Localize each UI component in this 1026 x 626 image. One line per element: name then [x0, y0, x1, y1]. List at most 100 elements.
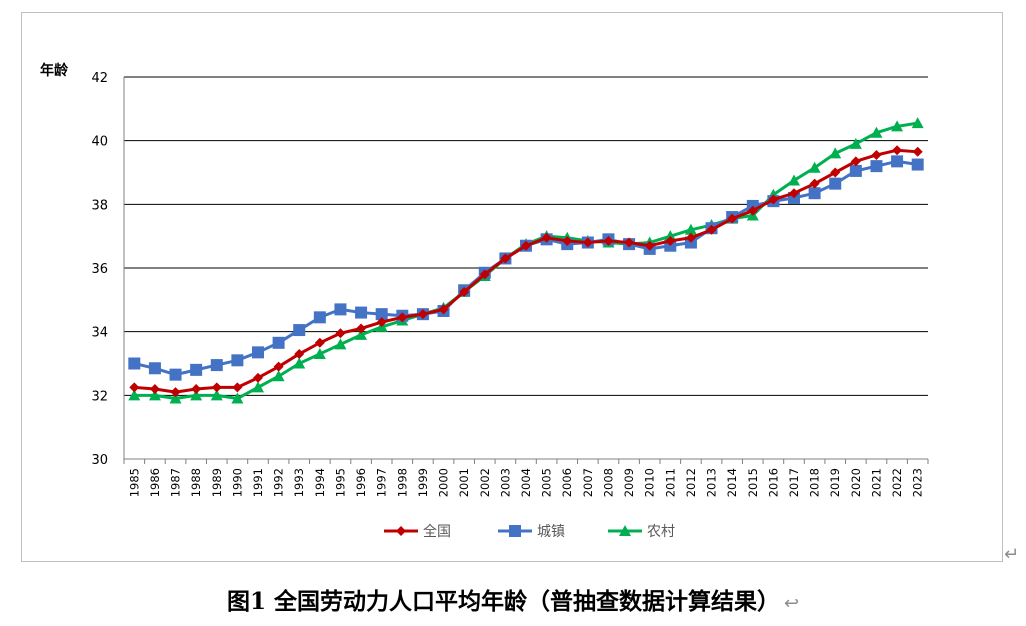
data-point [562, 235, 573, 246]
data-point [479, 269, 490, 280]
x-tick-label: 1993 [292, 468, 306, 497]
x-tick-label: 1990 [230, 468, 244, 497]
data-point [849, 164, 862, 177]
x-tick-label: 1999 [416, 468, 430, 497]
x-tick-label: 1996 [354, 468, 368, 497]
y-tick-label: 30 [91, 453, 108, 468]
data-point [148, 389, 161, 401]
data-point [808, 161, 821, 173]
x-tick-label: 2019 [828, 468, 842, 497]
data-point [397, 312, 408, 323]
data-point [808, 187, 821, 200]
data-point [128, 357, 141, 370]
caption-text: 图1 全国劳动力人口平均年龄（普抽查数据计算结果） [226, 588, 780, 615]
y-tick-label: 36 [91, 262, 108, 277]
x-tick-label: 2013 [705, 468, 719, 497]
data-point [294, 348, 305, 359]
data-point [190, 389, 203, 401]
data-point [664, 230, 677, 242]
data-point [624, 237, 635, 248]
data-point [830, 167, 841, 178]
x-tick-label: 2009 [622, 468, 636, 497]
figure-caption: 图1 全国劳动力人口平均年龄（普抽查数据计算结果） ↩ [0, 582, 1026, 616]
data-point [438, 304, 449, 315]
y-tick-labels: 30 32 34 36 38 40 42 [91, 71, 108, 468]
data-point [891, 120, 904, 132]
data-point [891, 155, 904, 168]
x-tick-label: 2023 [911, 468, 925, 497]
data-point [272, 336, 285, 349]
data-point [355, 328, 368, 340]
series-line [134, 121, 918, 401]
data-point [850, 156, 861, 167]
legend-swatch-marker [509, 525, 521, 537]
x-tick-label: 2014 [725, 468, 739, 497]
data-point [128, 389, 141, 401]
data-point [252, 346, 264, 359]
data-point [149, 383, 160, 394]
x-tick-label: 2000 [437, 468, 451, 497]
data-point [870, 160, 883, 173]
x-tick-label: 2012 [684, 468, 698, 497]
y-tick-label: 42 [91, 71, 108, 86]
data-point [788, 174, 800, 186]
data-point [747, 205, 758, 216]
data-point [211, 382, 222, 393]
data-point [459, 286, 470, 297]
x-tick-label: 1991 [251, 468, 265, 497]
paragraph-mark: ↵ [1004, 544, 1020, 565]
gridlines [123, 76, 929, 464]
x-tick-label: 1992 [272, 468, 286, 497]
data-point [911, 158, 924, 171]
x-tick-label: 2016 [766, 468, 780, 497]
legend-entry: 城镇 [537, 524, 565, 540]
data-point [684, 223, 697, 235]
series-lines [128, 117, 924, 404]
data-point [582, 237, 593, 248]
data-point [809, 178, 820, 189]
y-tick-label: 38 [91, 198, 108, 213]
data-point [911, 117, 924, 129]
data-point [129, 382, 140, 393]
data-point [768, 194, 779, 205]
data-point [273, 361, 284, 372]
x-tick-label: 2011 [663, 468, 677, 497]
y-tick-label: 40 [91, 135, 108, 150]
legend: 全国 城镇 农村 [384, 523, 675, 540]
x-tick-label: 2004 [519, 468, 533, 497]
x-tick-label: 1988 [189, 468, 203, 497]
data-point [685, 232, 696, 243]
data-point [706, 224, 717, 235]
legend-swatch-marker [619, 525, 631, 536]
data-point [272, 370, 285, 382]
data-point [231, 354, 244, 367]
data-point [356, 323, 367, 334]
data-point [191, 383, 202, 394]
data-point [335, 328, 346, 339]
x-tick-label: 2003 [498, 468, 512, 497]
legend-entry: 农村 [647, 524, 675, 540]
legend-entry: 全国 [423, 523, 451, 540]
data-point [376, 317, 387, 328]
x-tick-label: 1994 [313, 468, 327, 497]
legend-swatch-marker [396, 526, 406, 536]
x-tick-label: 1989 [210, 468, 224, 497]
data-point [892, 145, 903, 156]
data-point [912, 146, 923, 157]
data-point [293, 357, 306, 369]
x-tick-label: 2010 [643, 468, 657, 497]
data-point [829, 177, 842, 190]
x-tick-label: 2008 [601, 468, 615, 497]
data-point [603, 235, 614, 246]
data-point [665, 235, 676, 246]
data-point [334, 338, 347, 350]
data-point [829, 147, 842, 159]
data-point [313, 311, 326, 324]
data-point [870, 126, 883, 138]
data-point [169, 392, 182, 404]
data-point [521, 240, 531, 251]
data-point [334, 303, 347, 316]
data-point [644, 240, 655, 251]
y-tick-label: 34 [91, 326, 108, 341]
data-point [500, 253, 511, 264]
